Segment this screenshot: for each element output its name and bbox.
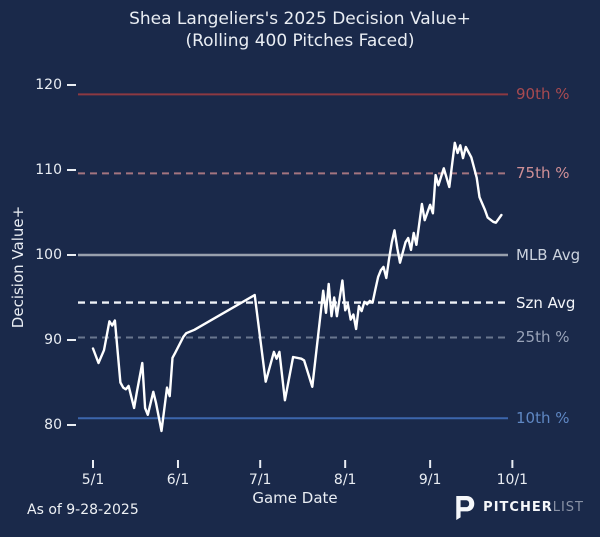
x-tick-label-9-1: 9/1: [418, 472, 442, 488]
y-axis-label: Decision Value+: [9, 205, 27, 329]
x-tick-label-7-1: 7/1: [248, 472, 272, 488]
ref-line-label-mlb-avg: MLB Avg: [516, 246, 581, 264]
y-tick-label-90: 90: [44, 332, 62, 348]
ref-line-label-75th-: 75th %: [516, 164, 570, 183]
brand-part-list: LIST: [552, 500, 584, 515]
y-tick-label-110: 110: [35, 162, 62, 178]
ref-line-label-szn-avg: Szn Avg: [516, 293, 576, 312]
chart-title-line1: Shea Langeliers's 2025 Decision Value+: [129, 9, 471, 29]
ref-line-label-10th-: 10th %: [516, 409, 570, 428]
ref-line-label-90th-: 90th %: [516, 85, 570, 104]
x-axis-label: Game Date: [252, 489, 338, 507]
x-tick-label-8-1: 8/1: [333, 472, 357, 488]
pitcherlist-logo: PITCHERLIST: [452, 492, 584, 524]
pitcherlist-wordmark: PITCHERLIST: [483, 492, 584, 524]
x-tick-label-10-1: 10/1: [496, 472, 529, 488]
brand-part-pitcher: PITCHER: [483, 500, 553, 515]
chart-title: Shea Langeliers's 2025 Decision Value+ (…: [0, 8, 600, 52]
x-tick-label-5-1: 5/1: [81, 472, 105, 488]
ref-line-label-25th-: 25th %: [516, 328, 570, 347]
y-tick-label-120: 120: [35, 77, 62, 93]
x-tick-label-6-1: 6/1: [166, 472, 190, 488]
chart-title-line2: (Rolling 400 Pitches Faced): [185, 31, 415, 51]
pitcherlist-p-icon: [456, 496, 475, 520]
decision-value-series-line: [91, 141, 503, 433]
as-of-date-text: As of 9-28-2025: [27, 502, 139, 518]
y-tick-label-80: 80: [44, 417, 62, 433]
y-tick-label-100: 100: [35, 247, 62, 263]
